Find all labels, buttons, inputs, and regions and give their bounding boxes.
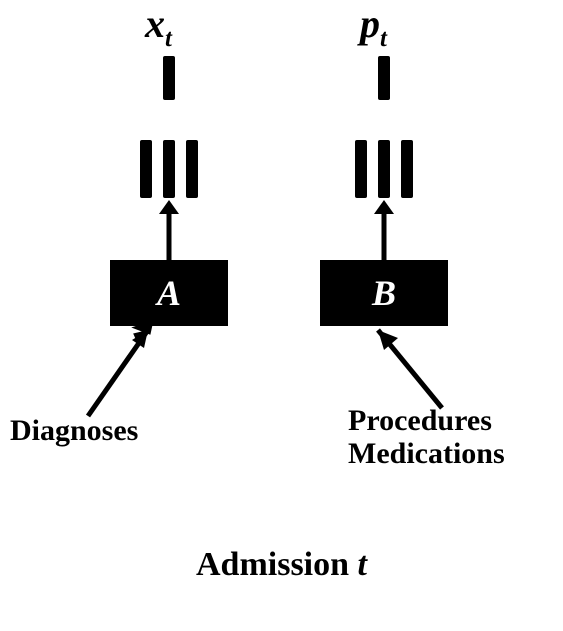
- left-var-base: x: [145, 1, 165, 46]
- right-bar-2: [378, 140, 390, 198]
- diagnoses-text: Diagnoses: [10, 414, 138, 447]
- left-bottom-label: Diagnoses: [10, 414, 138, 448]
- caption: Admission t: [0, 546, 563, 584]
- right-vector-bar: [378, 56, 390, 100]
- right-bar-1: [355, 140, 367, 198]
- left-bar-2: [163, 140, 175, 198]
- caption-prefix: Admission: [196, 546, 358, 583]
- right-embedding-bars: [355, 140, 413, 198]
- procedures-text: Procedures: [348, 404, 505, 437]
- left-bar-3: [186, 140, 198, 198]
- left-bar-1: [140, 140, 152, 198]
- right-var-base: p: [360, 1, 380, 46]
- left-var-sub: t: [165, 25, 172, 52]
- right-var-sub: t: [380, 25, 387, 52]
- left-angled-arrow-head: [134, 316, 164, 346]
- caption-t: t: [358, 546, 367, 583]
- right-variable-label: pt: [360, 0, 387, 53]
- diagram-stage: xt A Diagnoses pt: [0, 0, 563, 631]
- left-embedding-bars: [140, 140, 198, 198]
- medications-text: Medications: [348, 437, 505, 470]
- right-bottom-label: Procedures Medications: [348, 404, 505, 470]
- right-bar-3: [401, 140, 413, 198]
- left-variable-label: xt: [145, 0, 172, 53]
- left-vector-bar: [163, 56, 175, 100]
